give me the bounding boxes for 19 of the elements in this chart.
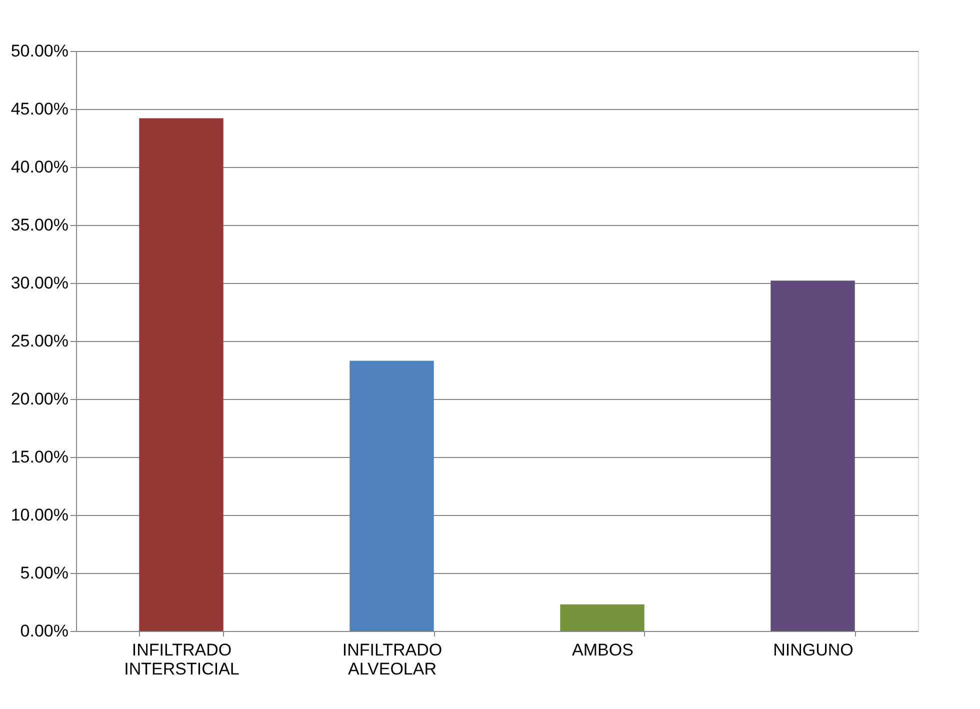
y-tick-label: 30.00% [10, 274, 68, 292]
y-tick-label: 0.00% [20, 622, 68, 640]
y-tick-label: 10.00% [10, 506, 68, 524]
x-tick-label: AMBOS [572, 640, 634, 660]
bar [770, 280, 855, 631]
y-tick-label: 5.00% [20, 564, 68, 582]
bar [560, 604, 644, 631]
x-tick-label: INFILTRADO ALVEOLAR [342, 640, 442, 678]
bar [350, 360, 434, 631]
x-tick-label: NINGUNO [773, 640, 854, 660]
y-tick-label: 40.00% [10, 158, 68, 176]
y-tick-label: 25.00% [10, 332, 68, 350]
x-tick-label: INFILTRADO INTERSTICIAL [124, 640, 240, 678]
bar [139, 118, 224, 631]
y-tick-label: 50.00% [10, 42, 68, 60]
y-tick-label: 15.00% [10, 448, 68, 466]
y-tick-label: 45.00% [10, 100, 68, 118]
y-tick-label: 35.00% [10, 216, 68, 234]
y-tick-label: 20.00% [10, 390, 68, 408]
